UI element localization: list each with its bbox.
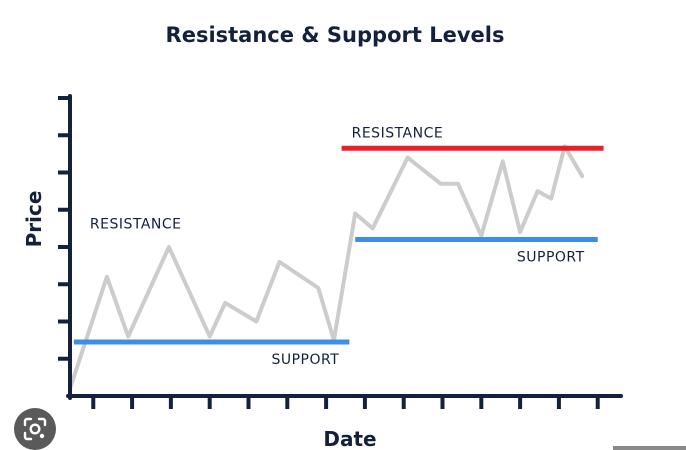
lens-icon — [23, 417, 47, 441]
support-label-1: SUPPORT — [271, 352, 339, 368]
resistance-label-0: RESISTANCE — [90, 217, 182, 233]
price-line-0 — [68, 144, 585, 391]
levels-layer: RESISTANCE SUPPORT RESISTANCE SUPPORT — [73, 125, 604, 368]
y-axis-title: Price — [22, 191, 46, 248]
support-label-3: SUPPORT — [517, 250, 585, 266]
x-axis-title: Date — [323, 427, 376, 450]
chart-title: Resistance & Support Levels — [166, 23, 505, 47]
lens-button[interactable] — [14, 408, 56, 450]
resistance-label-2: RESISTANCE — [352, 125, 444, 141]
bottom-bar — [613, 446, 686, 450]
series-layer — [68, 144, 585, 391]
axes-layer — [58, 94, 623, 409]
